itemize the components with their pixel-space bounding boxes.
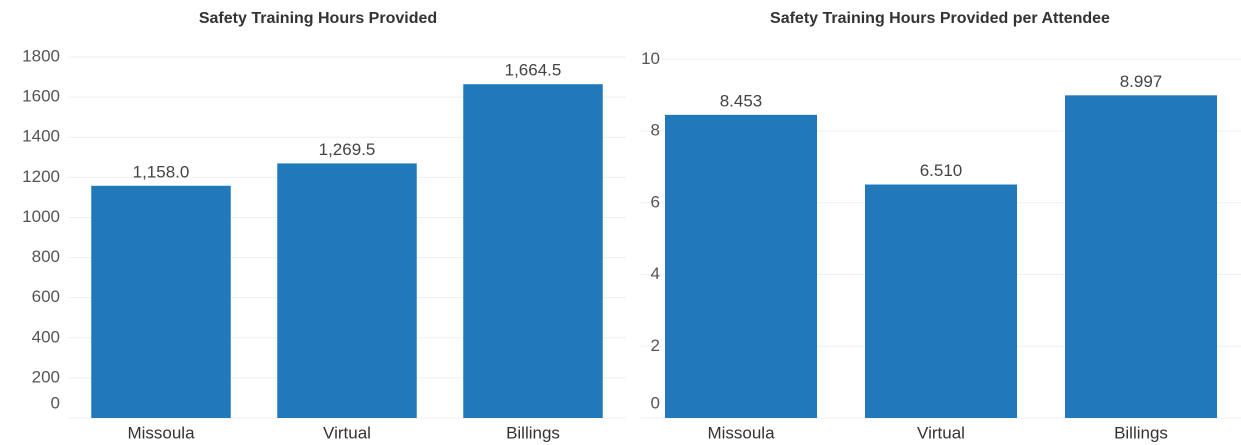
value-label: 6.510 <box>920 161 963 180</box>
bar <box>1065 95 1217 418</box>
y-tick-label: 2 <box>651 336 660 355</box>
value-label: 1,269.5 <box>319 140 376 159</box>
x-tick-label: Virtual <box>323 423 371 442</box>
y-tick-label: 200 <box>32 367 60 386</box>
x-tick-label: Billings <box>1114 423 1168 442</box>
y-tick-label: 400 <box>32 327 60 346</box>
value-label: 1,158.0 <box>133 162 190 181</box>
y-tick-label: 10 <box>641 49 660 68</box>
value-label: 8.997 <box>1120 72 1163 91</box>
bar <box>865 184 1017 418</box>
x-tick-label: Billings <box>506 423 560 442</box>
y-tick-label: 1800 <box>22 47 60 66</box>
y-tick-label: 4 <box>651 264 660 283</box>
chart-title: Safety Training Hours Provided per Atten… <box>770 10 1110 27</box>
y-tick-label: 6 <box>651 192 660 211</box>
x-tick-label: Missoula <box>127 423 195 442</box>
value-label: 1,664.5 <box>505 61 562 80</box>
y-tick-label: 1200 <box>22 167 60 186</box>
chart-title: Safety Training Hours Provided <box>199 10 437 27</box>
y-tick-label: 8 <box>651 121 660 140</box>
bar <box>665 114 817 419</box>
y-tick-label: 0 <box>51 393 60 412</box>
x-tick-label: Missoula <box>707 423 775 442</box>
bar <box>91 185 231 418</box>
y-tick-label: 800 <box>32 247 60 266</box>
bar <box>277 163 417 418</box>
bar <box>463 84 603 418</box>
y-tick-label: 0 <box>651 393 660 412</box>
y-tick-label: 600 <box>32 287 60 306</box>
y-tick-label: 1400 <box>22 127 60 146</box>
x-tick-label: Virtual <box>917 423 965 442</box>
y-tick-label: 1600 <box>22 87 60 106</box>
y-tick-label: 1000 <box>22 207 60 226</box>
value-label: 8.453 <box>720 91 763 110</box>
